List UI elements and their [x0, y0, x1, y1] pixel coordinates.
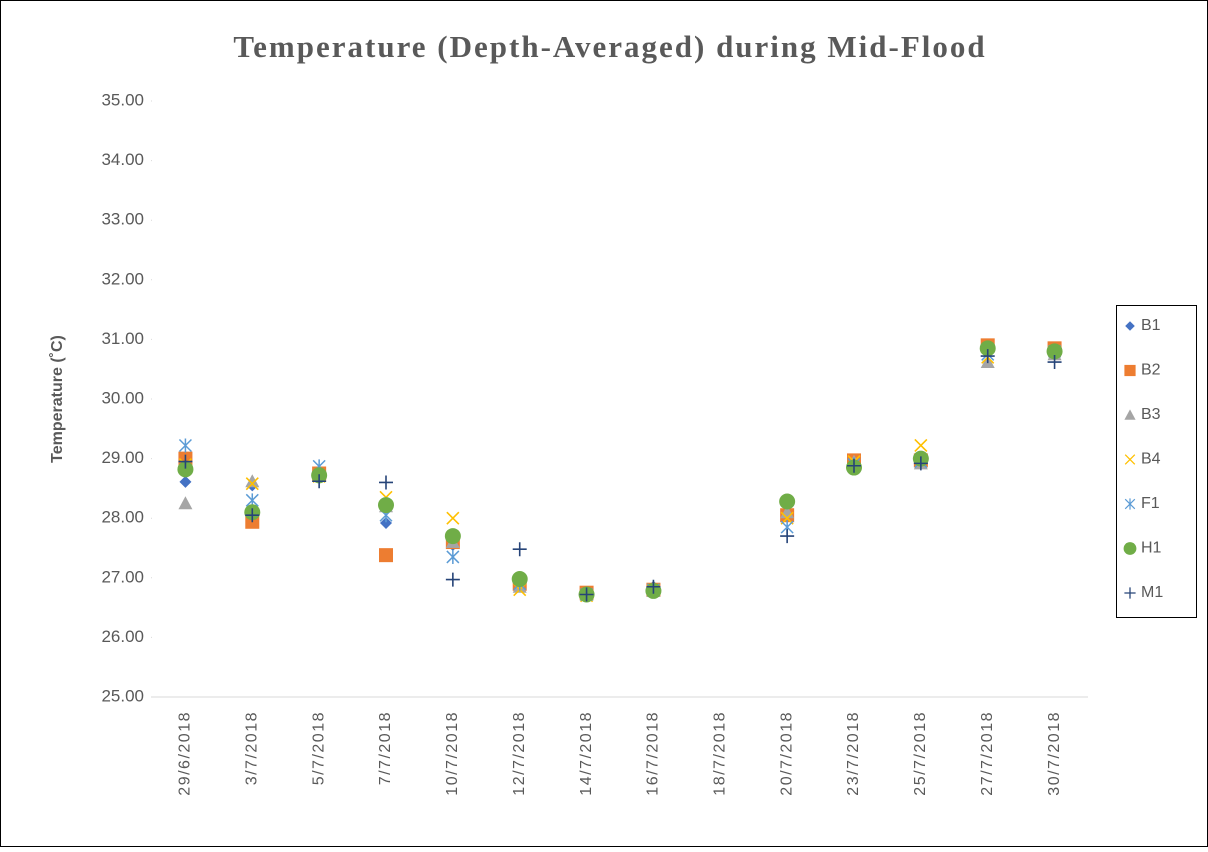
- marker-plus: [847, 458, 861, 473]
- marker-circle: [177, 461, 194, 478]
- legend-marker: [1124, 409, 1136, 420]
- marker-plus: [379, 475, 393, 490]
- legend-marker: [1123, 542, 1137, 555]
- marker-triangle: [245, 474, 260, 488]
- marker-circle: [444, 528, 461, 545]
- marker-plus: [312, 474, 327, 489]
- marker-circle: [511, 570, 528, 587]
- y-tick-label: 33.00: [101, 210, 144, 229]
- x-tick-label: 20/7/2018: [778, 711, 795, 796]
- marker-diamond: [380, 516, 392, 529]
- legend-label: B2: [1141, 362, 1161, 379]
- x-tick-label: 23/7/2018: [845, 711, 862, 796]
- marker-star: [178, 438, 192, 453]
- x-tick-label: 27/7/2018: [979, 711, 996, 796]
- x-tick-label: 25/7/2018: [912, 711, 929, 796]
- marker-diamond: [179, 475, 192, 488]
- marker-plus: [980, 349, 995, 364]
- series: [178, 349, 1062, 602]
- y-axis-label: Temperature (˚C): [49, 335, 66, 463]
- x-tick-label: 16/7/2018: [645, 711, 662, 796]
- x-tick-label: 7/7/2018: [377, 711, 394, 785]
- marker-plus: [445, 572, 460, 587]
- y-tick-label: 32.00: [101, 269, 144, 288]
- y-tick-label: 26.00: [101, 627, 144, 646]
- marker-square: [379, 548, 393, 563]
- x-tick-label: 30/7/2018: [1046, 711, 1063, 796]
- marker-plus: [178, 454, 193, 469]
- marker-plus: [1047, 355, 1062, 370]
- marker-plus: [780, 529, 795, 544]
- y-tick-label: 34.00: [101, 150, 144, 169]
- x-tick-label: 29/6/2018: [177, 711, 194, 796]
- marker-circle: [378, 497, 394, 514]
- legend-marker: [1124, 364, 1136, 377]
- marker-plus: [512, 542, 527, 557]
- y-tick-label: 25.00: [101, 686, 144, 705]
- marker-plus: [913, 456, 928, 471]
- legend-label: B4: [1141, 451, 1161, 468]
- marker-circle: [779, 493, 796, 510]
- x-tick-label: 12/7/2018: [511, 711, 528, 796]
- marker-star: [446, 549, 460, 564]
- y-tick-label: 27.00: [101, 567, 144, 586]
- marker-plus: [579, 587, 594, 602]
- x-tick-label: 5/7/2018: [310, 711, 327, 785]
- x-tick-label: 10/7/2018: [444, 711, 461, 796]
- chart-title: Temperature (Depth-Averaged) during Mid-…: [233, 29, 986, 64]
- y-tick-label: 31.00: [101, 329, 144, 348]
- y-tick-label: 35.00: [101, 90, 144, 109]
- legend: [1116, 305, 1197, 618]
- legend-label: B3: [1141, 406, 1161, 423]
- marker-x: [245, 477, 259, 491]
- y-tick-label: 29.00: [101, 448, 144, 467]
- legend-marker: [1124, 498, 1136, 510]
- legend-marker: [1124, 454, 1136, 465]
- x-tick-label: 14/7/2018: [578, 711, 595, 796]
- legend-label: H1: [1141, 540, 1162, 557]
- legend-marker: [1125, 321, 1135, 331]
- x-tick-label: 18/7/2018: [712, 711, 729, 796]
- legend-label: B1: [1141, 317, 1161, 334]
- marker-plus: [245, 508, 260, 523]
- legend-label: F1: [1141, 495, 1160, 512]
- marker-triangle: [178, 496, 193, 510]
- y-tick-label: 28.00: [101, 508, 144, 527]
- marker-x: [446, 511, 460, 525]
- y-tick-label: 30.00: [101, 388, 144, 407]
- x-tick-label: 3/7/2018: [244, 711, 261, 785]
- marker-plus: [646, 579, 661, 594]
- marker-circle: [1046, 343, 1063, 360]
- legend-marker: [1124, 587, 1136, 599]
- marker-x: [914, 438, 928, 453]
- marker-circle: [979, 340, 996, 357]
- legend-label: M1: [1141, 584, 1163, 601]
